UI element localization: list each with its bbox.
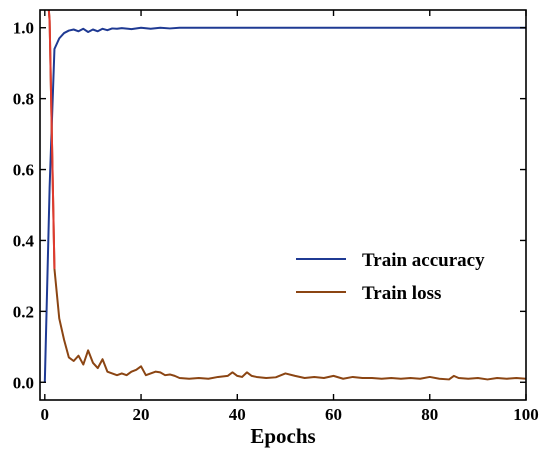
y-tick-label: 0.6 [13, 161, 34, 180]
series-layer [43, 10, 526, 383]
series-line-train-accuracy [43, 26, 526, 383]
y-tick-label: 0.0 [13, 373, 34, 392]
x-tick-label: 100 [513, 405, 539, 424]
x-tick-label: 0 [41, 405, 50, 424]
x-tick-label: 80 [421, 405, 438, 424]
legend-label: Train accuracy [362, 250, 485, 271]
y-tick-label: 0.4 [13, 231, 35, 250]
x-tick-label: 20 [133, 405, 150, 424]
y-tick-label: 1.0 [13, 19, 34, 38]
plot-frame [39, 9, 527, 401]
y-tick-label: 0.8 [13, 90, 34, 109]
x-axis-label: Epochs [250, 424, 315, 448]
x-tick-label: 60 [325, 405, 342, 424]
series-line-train-loss-start [47, 10, 56, 269]
x-tick-label: 40 [229, 405, 246, 424]
axes: 0 20 40 60 80 100 0.0 0.2 0.4 0.6 0.8 1.0 [13, 9, 539, 424]
y-tick-label: 0.2 [13, 302, 34, 321]
legend: Train accuracy Train loss [296, 250, 485, 304]
legend-label: Train loss [362, 283, 441, 304]
series-line-train-loss [47, 10, 526, 381]
